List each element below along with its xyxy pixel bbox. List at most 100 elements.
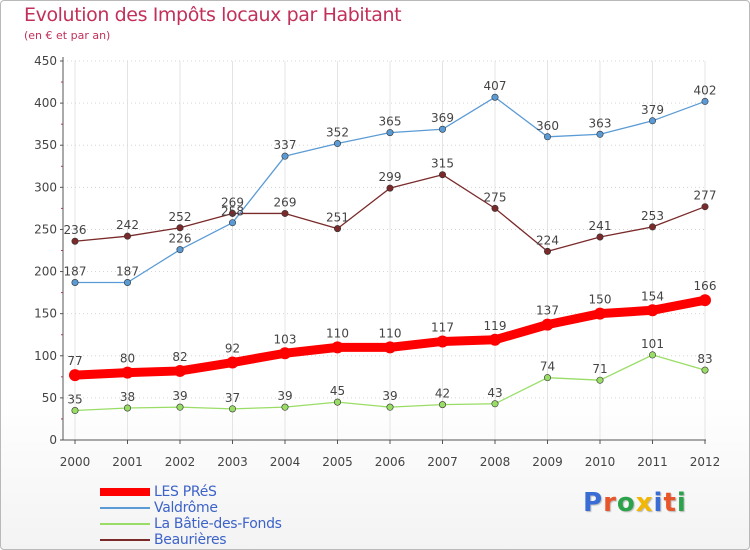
logo-letter: o — [616, 488, 636, 518]
y-tick-label: 450 — [34, 54, 57, 68]
x-tick-label: 2002 — [165, 455, 196, 469]
data-point — [124, 404, 132, 412]
data-point — [438, 171, 446, 179]
data-point — [333, 140, 341, 148]
data-point — [71, 237, 79, 245]
legend-swatch — [100, 488, 150, 496]
data-point — [281, 403, 289, 411]
data-point — [333, 225, 341, 233]
data-point — [124, 232, 132, 240]
data-point — [176, 224, 184, 232]
data-label: 379 — [641, 103, 664, 117]
data-label: 43 — [487, 386, 502, 400]
data-label: 103 — [274, 332, 297, 346]
y-tick-label: 250 — [34, 222, 57, 236]
data-point — [438, 401, 446, 409]
legend-label: La Bâtie-des-Fonds — [154, 516, 282, 532]
data-label: 45 — [330, 384, 345, 398]
data-point — [489, 333, 501, 346]
data-point — [436, 335, 449, 348]
data-label: 137 — [536, 304, 559, 318]
logo-letter: i — [653, 488, 664, 518]
data-label: 226 — [169, 232, 192, 246]
data-point — [69, 369, 81, 382]
data-label: 269 — [274, 195, 297, 209]
data-point — [71, 407, 79, 415]
data-point — [543, 374, 551, 382]
data-label: 39 — [382, 389, 397, 403]
data-label: 360 — [536, 119, 559, 133]
chart-subtitle: (en € et par an) — [24, 29, 111, 42]
data-point — [491, 93, 499, 101]
data-label: 110 — [326, 326, 349, 340]
data-point — [491, 204, 499, 212]
data-label: 74 — [540, 360, 555, 374]
data-label: 187 — [116, 265, 139, 279]
data-label: 83 — [697, 352, 712, 366]
data-point — [121, 366, 134, 379]
data-point — [229, 219, 237, 227]
x-tick-label: 2005 — [322, 455, 353, 469]
data-point — [124, 279, 132, 287]
data-point — [543, 133, 551, 141]
data-point — [596, 130, 604, 138]
data-label: 275 — [484, 190, 507, 204]
y-tick-label: 50 — [42, 391, 57, 405]
logo-letter: i — [676, 488, 687, 518]
logo-letter: t — [663, 488, 677, 518]
x-tick-label: 2007 — [427, 455, 458, 469]
data-label: 277 — [694, 189, 717, 203]
x-tick-label: 2012 — [690, 455, 721, 469]
data-label: 258 — [221, 205, 244, 219]
data-label: 337 — [274, 138, 297, 152]
data-label: 38 — [120, 390, 135, 404]
data-label: 82 — [172, 350, 187, 364]
data-point — [596, 233, 604, 241]
data-point — [648, 223, 656, 231]
legend-swatch — [100, 523, 150, 525]
data-point — [386, 403, 394, 411]
data-label: 166 — [694, 279, 717, 293]
data-point — [331, 341, 344, 354]
data-label: 37 — [225, 391, 240, 405]
data-label: 39 — [277, 389, 292, 403]
data-point — [699, 294, 711, 307]
data-label: 101 — [641, 337, 664, 351]
data-label: 77 — [67, 354, 82, 368]
data-label: 402 — [694, 83, 717, 97]
x-tick-label: 2011 — [637, 455, 668, 469]
data-point — [229, 405, 237, 413]
y-tick-label: 100 — [34, 349, 57, 363]
data-label: 117 — [431, 320, 454, 334]
logo-letter: r — [603, 488, 617, 518]
x-tick-label: 2000 — [60, 455, 91, 469]
legend-item: Beaurières — [100, 532, 282, 548]
data-point — [333, 398, 341, 406]
data-label: 363 — [589, 116, 612, 130]
data-label: 242 — [116, 218, 139, 232]
data-point — [701, 366, 709, 374]
data-label: 299 — [379, 170, 402, 184]
data-label: 35 — [67, 393, 82, 407]
x-tick-label: 2001 — [112, 455, 143, 469]
data-label: 187 — [64, 265, 87, 279]
data-label: 352 — [326, 126, 349, 140]
data-point — [176, 403, 184, 411]
data-point — [646, 304, 659, 317]
data-label: 253 — [641, 209, 664, 223]
data-point — [491, 400, 499, 408]
data-point — [226, 356, 239, 369]
legend-item: La Bâtie-des-Fonds — [100, 516, 282, 532]
data-label: 110 — [379, 326, 402, 340]
logo-letter: x — [635, 488, 654, 518]
legend-label: Beaurières — [154, 532, 227, 548]
y-tick-label: 0 — [49, 433, 57, 447]
data-label: 269 — [221, 195, 244, 209]
x-tick-label: 2006 — [375, 455, 406, 469]
data-label: 252 — [169, 210, 192, 224]
data-label: 119 — [484, 319, 507, 333]
x-tick-label: 2010 — [585, 455, 616, 469]
chart-legend: LES PRéS Valdrôme La Bâtie-des-Fonds Beauri… — [100, 484, 282, 548]
